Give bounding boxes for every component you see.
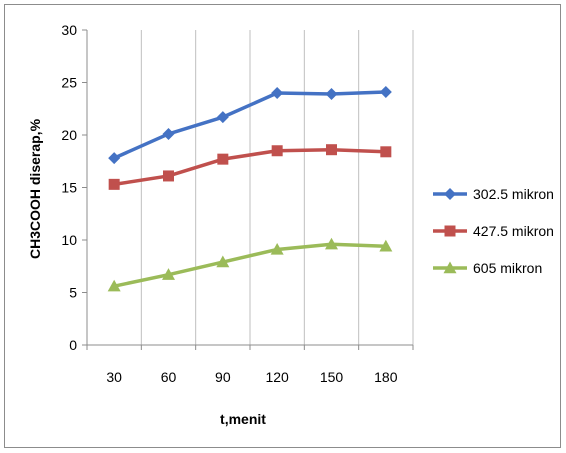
data-point [325,88,338,101]
y-axis-title: CH3COOH diserap,% [27,118,43,259]
legend-marker [444,225,456,237]
legend-label: 427.5 mikron [473,223,554,239]
data-point [108,152,121,165]
series-line [113,90,386,160]
series-line [113,242,386,288]
data-point [271,145,283,157]
legend-marker [443,261,457,274]
series-group [107,85,393,292]
y-tick-label: 10 [61,232,77,248]
data-point [271,87,284,99]
data-point [326,144,337,156]
series-3 [107,237,393,292]
data-point [162,127,175,140]
data-point [325,237,338,250]
y-tick-label: 20 [61,127,77,143]
data-point [217,153,229,165]
legend-entry: 605 mikron [433,260,542,276]
data-point [216,255,230,268]
x-tick-label: 120 [265,369,289,385]
data-point [380,146,392,158]
chart-frame [4,4,561,448]
data-point [163,170,174,182]
grid-lines [140,30,414,345]
x-tick-label: 90 [215,369,231,385]
y-tick-label: 25 [61,75,77,91]
series-1 [108,85,392,165]
data-point [270,242,284,255]
legend-marker [444,188,456,200]
legend: 302.5 mikron 427.5 mikron 605 mikron [433,186,554,276]
x-tick-label: 150 [320,369,344,385]
data-point [216,111,229,124]
data-point [379,85,392,98]
series-line [113,147,386,187]
data-point [108,178,120,190]
x-tick-labels: 30 60 90 120 150 180 [106,369,397,385]
y-tick-label: 5 [69,285,77,301]
y-tick-label: 0 [69,337,77,353]
legend-entry: 302.5 mikron [433,186,554,202]
legend-label: 605 mikron [473,260,542,276]
legend-entry: 427.5 mikron [433,223,554,239]
data-point [162,268,175,280]
x-tick-label: 180 [374,369,398,385]
y-tick-label: 15 [61,180,77,196]
data-point [107,279,121,292]
legend-label: 302.5 mikron [473,186,554,202]
x-tick-label: 30 [106,369,122,385]
y-tick-label: 30 [61,22,77,38]
series-2 [108,144,392,190]
y-tick-labels: 0 5 10 15 20 25 30 [61,22,77,353]
axes [82,29,414,350]
x-tick-label: 60 [161,369,177,385]
x-axis-title: t,menit [220,411,266,427]
data-point [379,239,393,252]
